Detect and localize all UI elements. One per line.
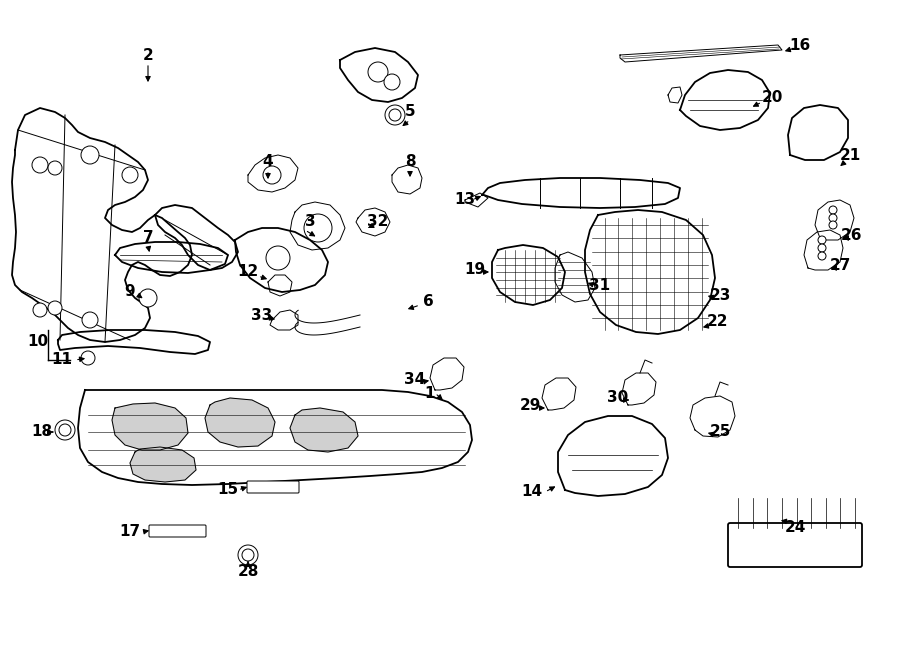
Polygon shape (555, 252, 595, 302)
Text: 29: 29 (519, 397, 541, 412)
Text: 26: 26 (842, 227, 863, 243)
Circle shape (818, 236, 826, 244)
Circle shape (304, 214, 332, 242)
Polygon shape (78, 390, 472, 485)
Text: 18: 18 (32, 424, 52, 440)
Polygon shape (340, 48, 418, 102)
Text: 10: 10 (27, 334, 49, 350)
Polygon shape (465, 193, 488, 207)
Circle shape (139, 289, 157, 307)
Text: 8: 8 (405, 155, 415, 169)
Polygon shape (12, 108, 192, 342)
Text: 7: 7 (143, 231, 153, 245)
Text: 19: 19 (464, 262, 486, 278)
Text: 13: 13 (454, 192, 475, 208)
Circle shape (385, 105, 405, 125)
Circle shape (55, 420, 75, 440)
FancyBboxPatch shape (728, 523, 862, 567)
Polygon shape (482, 178, 680, 208)
Text: 4: 4 (263, 155, 274, 169)
Circle shape (368, 62, 388, 82)
Polygon shape (112, 403, 188, 450)
Circle shape (829, 214, 837, 222)
Text: 15: 15 (218, 483, 238, 498)
Text: 23: 23 (709, 288, 731, 303)
Text: 1: 1 (425, 385, 436, 401)
Circle shape (48, 301, 62, 315)
Polygon shape (804, 230, 843, 270)
Circle shape (48, 161, 62, 175)
Circle shape (829, 221, 837, 229)
Text: 5: 5 (405, 104, 415, 120)
FancyBboxPatch shape (149, 525, 206, 537)
Polygon shape (295, 310, 360, 335)
Polygon shape (620, 45, 782, 62)
Text: 31: 31 (590, 278, 610, 293)
Polygon shape (690, 396, 735, 437)
Text: 20: 20 (761, 91, 783, 106)
Text: 11: 11 (51, 352, 73, 368)
Polygon shape (392, 165, 422, 194)
Circle shape (82, 312, 98, 328)
Polygon shape (58, 330, 210, 354)
Polygon shape (585, 210, 715, 334)
Circle shape (33, 303, 47, 317)
Polygon shape (115, 242, 228, 273)
Circle shape (238, 545, 258, 565)
Polygon shape (542, 378, 576, 410)
Polygon shape (290, 408, 358, 452)
Text: 33: 33 (251, 307, 273, 323)
Text: 3: 3 (305, 215, 315, 229)
Text: 32: 32 (367, 215, 389, 229)
Circle shape (818, 244, 826, 252)
Circle shape (59, 424, 71, 436)
Text: 9: 9 (125, 284, 135, 299)
Circle shape (122, 167, 138, 183)
Text: 21: 21 (840, 147, 860, 163)
Polygon shape (270, 310, 298, 330)
Text: 24: 24 (784, 520, 806, 535)
Text: 34: 34 (404, 373, 426, 387)
Polygon shape (430, 358, 464, 390)
Circle shape (81, 146, 99, 164)
FancyBboxPatch shape (247, 481, 299, 493)
Circle shape (266, 246, 290, 270)
Polygon shape (290, 202, 345, 250)
Circle shape (32, 157, 48, 173)
Polygon shape (130, 447, 196, 482)
Circle shape (389, 109, 401, 121)
Text: 6: 6 (423, 295, 434, 309)
Polygon shape (815, 200, 854, 240)
Polygon shape (558, 416, 668, 496)
Circle shape (81, 351, 95, 365)
Text: 22: 22 (707, 315, 729, 329)
Text: 16: 16 (789, 38, 811, 52)
Circle shape (263, 166, 281, 184)
Text: 2: 2 (142, 48, 153, 63)
Circle shape (242, 549, 254, 561)
Polygon shape (668, 87, 682, 103)
Polygon shape (788, 105, 848, 160)
Text: 17: 17 (120, 524, 140, 539)
Polygon shape (680, 70, 770, 130)
Text: 12: 12 (238, 264, 258, 280)
Text: 30: 30 (608, 391, 628, 405)
Text: 28: 28 (238, 564, 258, 580)
Polygon shape (205, 398, 275, 447)
Text: 14: 14 (521, 485, 543, 500)
Polygon shape (622, 373, 656, 405)
Circle shape (829, 206, 837, 214)
Text: 27: 27 (829, 258, 850, 272)
Polygon shape (248, 155, 298, 192)
Polygon shape (235, 228, 328, 292)
Circle shape (384, 74, 400, 90)
Polygon shape (492, 245, 565, 305)
Polygon shape (356, 208, 390, 236)
Polygon shape (155, 205, 238, 270)
Text: 25: 25 (709, 424, 731, 440)
Circle shape (818, 252, 826, 260)
Polygon shape (268, 275, 292, 296)
